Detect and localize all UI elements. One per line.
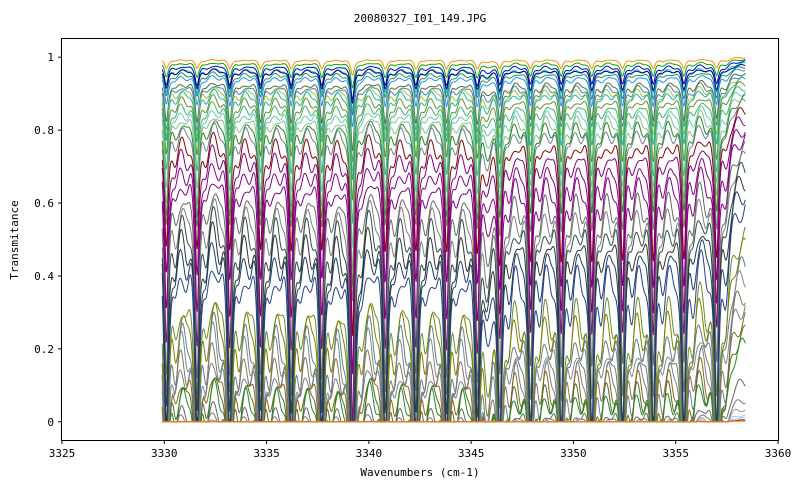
series-line — [161, 86, 746, 224]
series-line — [161, 64, 746, 105]
series-line — [161, 116, 746, 375]
y-axis: 0 0.2 0.4 0.6 0.8 1 — [34, 51, 62, 429]
x-axis-label: Wavenumbers (cm-1) — [360, 466, 479, 479]
series-line — [161, 57, 746, 76]
y-tick-label: 1 — [47, 51, 54, 64]
series-line — [161, 134, 746, 423]
y-tick-label: 0.2 — [34, 343, 54, 356]
x-tick-label: 3355 — [662, 447, 689, 460]
y-tick-label: 0.8 — [34, 124, 54, 137]
x-tick-label: 3335 — [253, 447, 280, 460]
y-tick-label: 0.6 — [34, 197, 54, 210]
chart-title: 20080327_I01_149.JPG — [354, 12, 486, 25]
series-line — [161, 58, 746, 89]
series-line — [161, 91, 746, 248]
series-line — [161, 66, 746, 117]
x-axis: 3325 3330 3335 3340 3345 3350 3355 3360 — [49, 440, 792, 460]
y-axis-label: Transmitance — [8, 200, 21, 279]
x-tick-label: 3350 — [560, 447, 587, 460]
series-layer — [161, 57, 746, 424]
x-tick-label: 3340 — [356, 447, 383, 460]
series-line — [161, 81, 746, 201]
series-line — [161, 107, 746, 336]
series-line — [161, 60, 746, 101]
x-tick-label: 3360 — [765, 447, 792, 460]
series-line — [162, 420, 746, 423]
x-tick-label: 3325 — [49, 447, 76, 460]
series-line — [161, 98, 746, 302]
series-line — [161, 76, 746, 181]
y-tick-label: 0 — [47, 416, 54, 429]
series-line — [161, 129, 746, 422]
x-tick-label: 3345 — [458, 447, 485, 460]
x-tick-label: 3330 — [151, 447, 178, 460]
series-line — [161, 72, 746, 151]
series-line — [161, 68, 746, 127]
plot-frame — [61, 38, 779, 441]
y-tick-label: 0.4 — [34, 270, 54, 283]
